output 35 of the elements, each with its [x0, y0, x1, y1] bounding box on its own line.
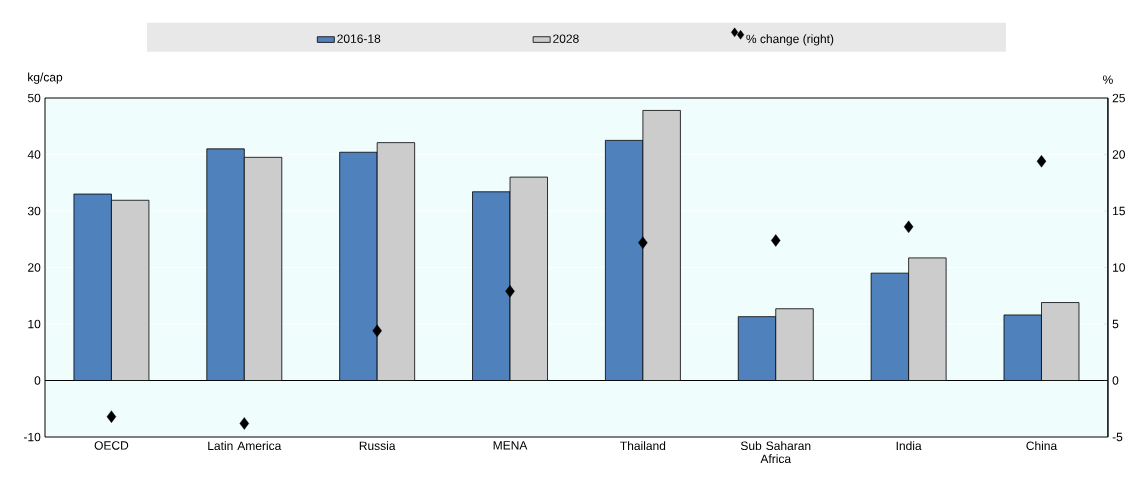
- x-tick-label: Thailand: [620, 441, 666, 451]
- y-tick-label: 40: [27, 150, 41, 159]
- x-tick-label: MENA: [493, 441, 528, 450]
- point: [372, 324, 382, 337]
- x-tick-label: Russia: [359, 441, 396, 451]
- x-tick-label: Sub Saharan Africa: [740, 441, 811, 464]
- point: [505, 285, 515, 298]
- x-tick-label: India: [896, 441, 922, 451]
- point: [771, 234, 781, 247]
- y-tick-label: -10: [23, 432, 41, 442]
- y-tick-label: 30: [27, 206, 41, 216]
- x-tick-label: OECD: [94, 441, 129, 450]
- point: [1036, 155, 1047, 168]
- x-tick-label: Latin America: [208, 441, 282, 451]
- y-tick-label: 10: [28, 319, 41, 329]
- y2-tick-label: -5: [1112, 432, 1123, 442]
- point: [239, 417, 249, 430]
- point: [638, 236, 648, 249]
- y2-axis-title: %: [1103, 75, 1113, 84]
- legend-label: % change (right): [746, 34, 834, 46]
- y2-tick-label: 20: [1112, 150, 1125, 159]
- legend-label: 2016-18: [337, 34, 381, 43]
- y2-tick-label: 0: [1112, 376, 1119, 385]
- point: [106, 410, 117, 423]
- x-tick-label: China: [1026, 441, 1058, 451]
- y-tick-label: 0: [34, 376, 41, 385]
- y2-tick-label: 15: [1113, 206, 1125, 216]
- y2-tick-label: 5: [1112, 319, 1119, 329]
- y-tick-label: 50: [27, 93, 41, 103]
- y-axis-title: kg/cap: [28, 72, 63, 84]
- point: [903, 220, 914, 234]
- y2-tick-label: 10: [1113, 263, 1125, 272]
- y-tick-label: 20: [28, 263, 41, 272]
- legend-label: 2028: [553, 34, 579, 43]
- y2-tick-label: 25: [1112, 93, 1125, 103]
